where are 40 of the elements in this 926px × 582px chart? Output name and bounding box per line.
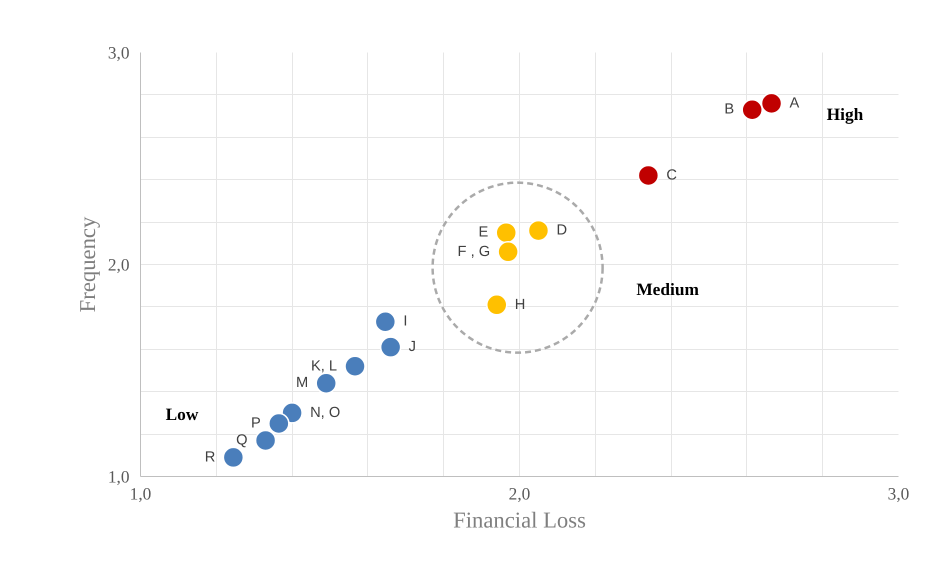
x-axis-title: Financial Loss xyxy=(453,508,586,532)
x-tick-label: 3,0 xyxy=(888,484,910,504)
y-axis-title: Frequency xyxy=(74,216,100,312)
point xyxy=(497,241,519,263)
y-tick-label: 1,0 xyxy=(108,468,130,486)
point xyxy=(344,356,366,377)
annotation: R xyxy=(204,449,216,466)
annotation: E xyxy=(478,224,488,241)
y-tick-label: 2,0 xyxy=(108,256,130,274)
annotation: K, L xyxy=(310,358,338,374)
point xyxy=(374,311,396,332)
point xyxy=(486,294,508,316)
annotation: D xyxy=(556,222,568,239)
point xyxy=(638,164,660,186)
annotation: A xyxy=(790,95,800,112)
annotation: I xyxy=(403,314,408,330)
point xyxy=(254,430,276,452)
annotation: J xyxy=(408,339,416,356)
annotation: F , G xyxy=(458,244,490,260)
annotation: Low xyxy=(166,405,199,424)
point xyxy=(222,446,244,468)
point xyxy=(268,412,290,434)
y-tick-label: 3,0 xyxy=(108,44,130,62)
point xyxy=(741,99,763,120)
point xyxy=(760,92,782,114)
x-tick-label: 1,0 xyxy=(130,484,152,504)
annotation: B xyxy=(724,102,734,118)
point xyxy=(528,220,550,242)
annotation: High xyxy=(826,104,864,124)
annotation: N, O xyxy=(310,404,340,421)
annotation: P xyxy=(251,416,261,432)
x-tick-label: 2,0 xyxy=(508,484,530,504)
point xyxy=(380,336,402,358)
annotation: M xyxy=(296,375,308,392)
annotation: Q xyxy=(236,432,248,448)
annotation: Medium xyxy=(636,280,700,300)
annotation: H xyxy=(514,296,526,313)
point xyxy=(315,372,337,394)
point xyxy=(495,222,517,244)
annotation: C xyxy=(666,167,678,184)
